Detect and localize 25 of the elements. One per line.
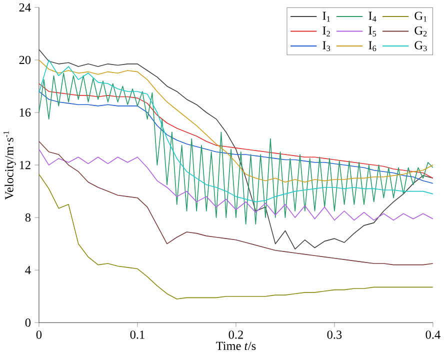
y-tick-label: 20	[19, 56, 31, 64]
y-axis-title: Velocity/m·s$^{-1}$	[3, 130, 16, 200]
legend-label: G$_{2}$	[414, 26, 427, 36]
legend-label: I$_{3}$	[322, 41, 330, 51]
legend-label: I$_{4}$	[368, 12, 376, 22]
y-tick-label: 4	[25, 266, 31, 274]
y-tick-label: 0	[25, 318, 31, 327]
line-series	[38, 148, 433, 220]
line-series	[38, 72, 433, 224]
legend-label: I$_{1}$	[322, 12, 330, 22]
y-tick-label: 24	[19, 3, 31, 12]
x-axis-title: Time t/s	[216, 342, 256, 350]
x-tick-label: 0.1	[130, 330, 144, 339]
x-tick-label: 0.3	[327, 330, 342, 339]
y-tick-label: 12	[20, 160, 30, 169]
y-tick-label: 16	[20, 108, 31, 116]
legend-label: I$_{2}$	[322, 26, 330, 36]
legend-label: G$_{3}$	[414, 40, 427, 51]
x-tick-label: 0.2	[228, 330, 243, 339]
x-tick-label: 0.4	[426, 330, 440, 339]
legend-label: I$_{5}$	[368, 26, 376, 36]
x-tick-label: 0	[36, 330, 42, 339]
y-tick-label: 8	[25, 213, 31, 222]
legend-label: G$_{1}$	[414, 12, 427, 22]
legend-label: I$_{6}$	[368, 41, 376, 51]
